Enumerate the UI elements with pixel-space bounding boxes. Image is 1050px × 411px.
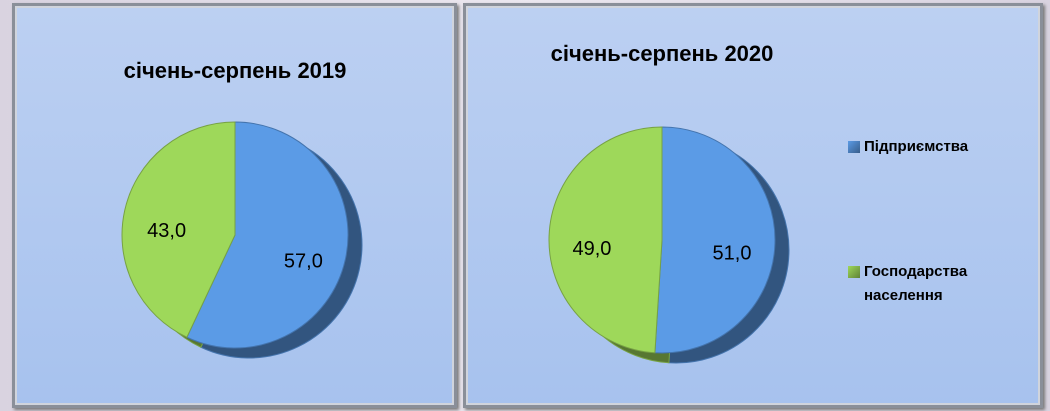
legend-swatch [848,141,860,153]
pie-slice [654,126,776,354]
pie-slice [548,126,663,354]
legend-label: Підприємства [864,138,969,155]
legend-item: Господарства населення [848,260,968,308]
pie-slice [121,121,236,338]
value-label: 49,0 [573,238,612,260]
chart-title: січень-серпень 2020 [551,41,774,66]
chart-title: січень-серпень 2019 [124,58,347,83]
value-label: 51,0 [713,242,752,264]
legend-label: Господарства населення [864,263,968,304]
value-label: 43,0 [147,220,186,242]
value-label: 57,0 [284,251,323,273]
legend-swatch [848,266,860,278]
legend-item: Підприємства [848,135,968,159]
pie-slice [186,121,349,349]
